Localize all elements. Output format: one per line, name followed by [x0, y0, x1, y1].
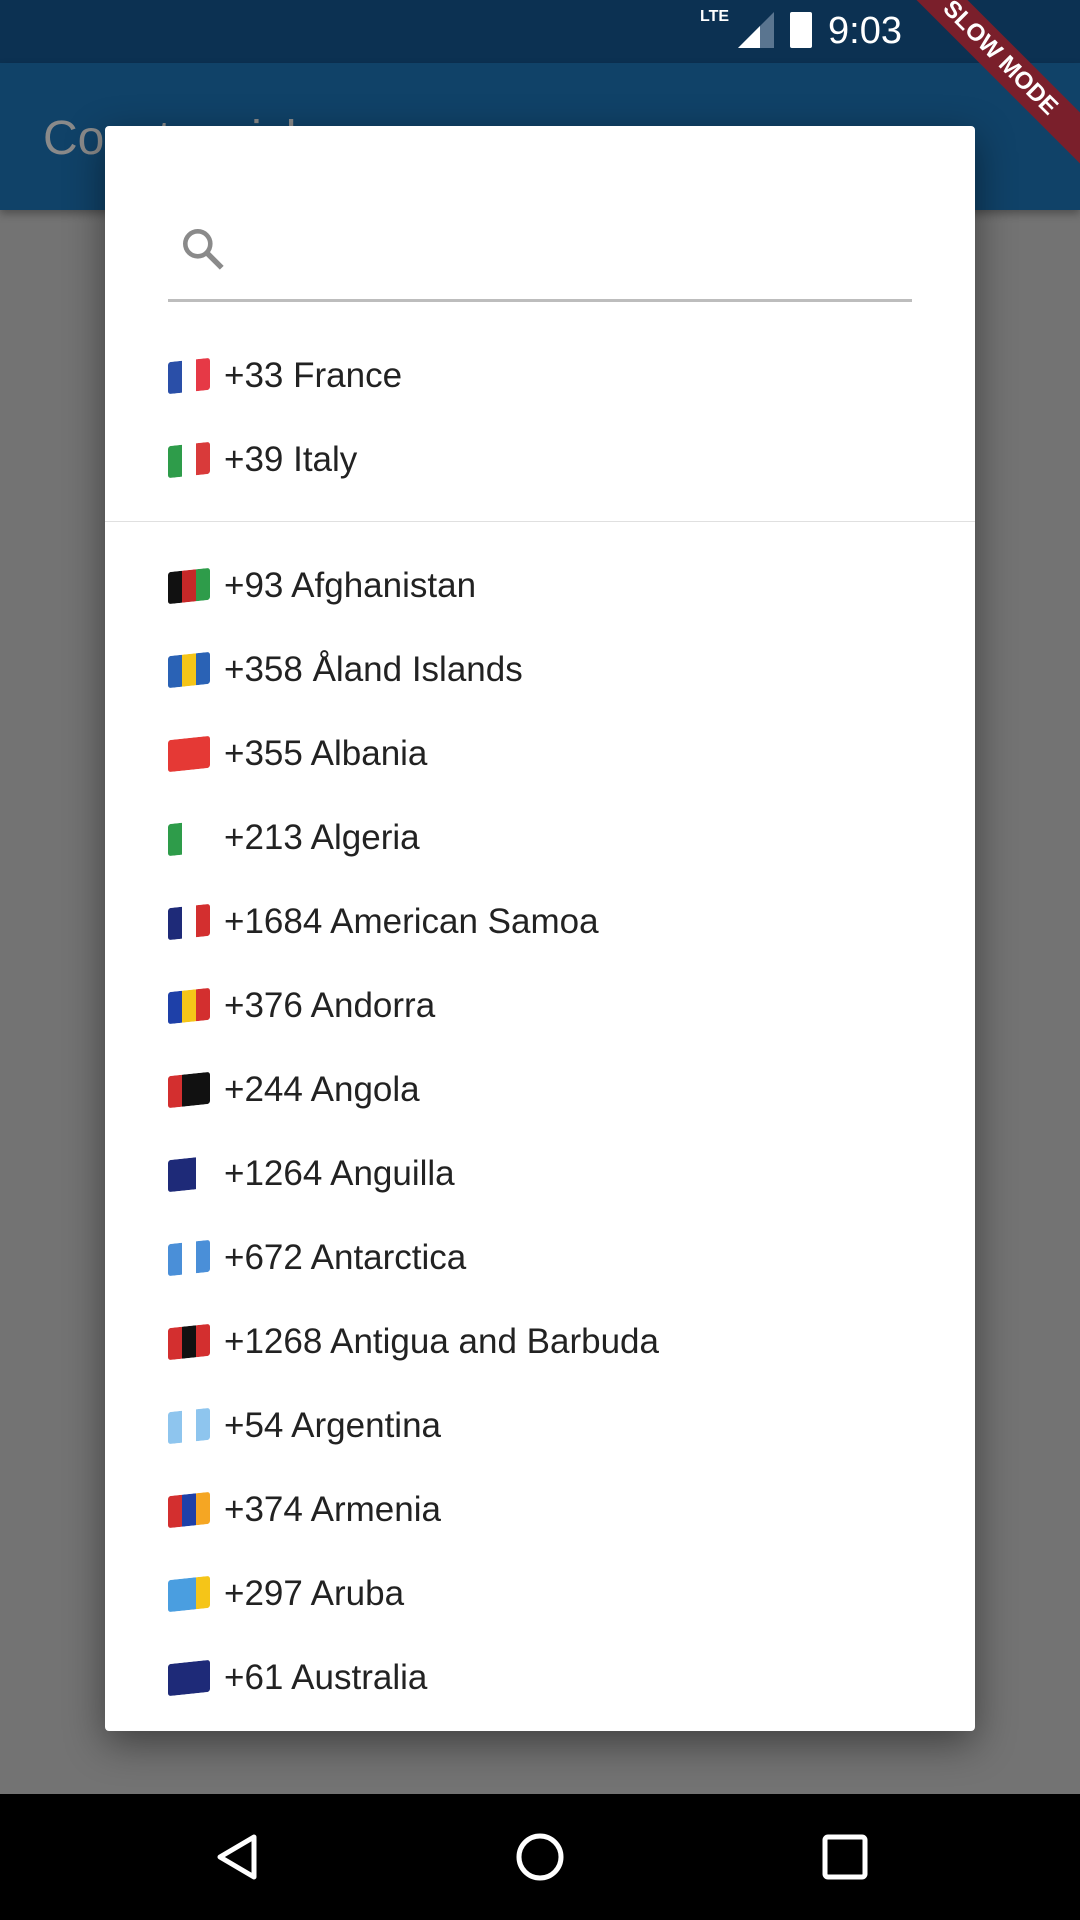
country-item[interactable]: +61 Australia — [168, 1636, 427, 1720]
flag-icon — [168, 1071, 210, 1109]
flag-icon — [168, 1323, 210, 1361]
flag-icon — [168, 1659, 210, 1697]
country-label: +358 Åland Islands — [224, 650, 523, 690]
dial-code: +213 — [224, 818, 303, 857]
country-name: Åland Islands — [312, 650, 523, 689]
flag-icon — [168, 735, 210, 773]
country-name: Angola — [310, 1070, 420, 1109]
country-item[interactable]: +213 Algeria — [168, 796, 420, 880]
country-label: +244 Angola — [224, 1070, 420, 1110]
dial-code: +33 — [224, 356, 284, 395]
flag-icon — [168, 903, 210, 941]
flag-icon — [168, 987, 210, 1025]
country-label: +1684 American Samoa — [224, 902, 599, 942]
search-input[interactable] — [248, 216, 898, 276]
country-item[interactable]: +93 Afghanistan — [168, 544, 476, 628]
country-item[interactable]: +672 Antarctica — [168, 1216, 466, 1300]
dial-code: +358 — [224, 650, 303, 689]
country-item[interactable]: +376 Andorra — [168, 964, 435, 1048]
country-label: +376 Andorra — [224, 986, 435, 1026]
country-name: Armenia — [310, 1490, 441, 1529]
clock: 9:03 — [828, 10, 902, 52]
dial-code: +376 — [224, 986, 303, 1025]
country-label: +672 Antarctica — [224, 1238, 466, 1278]
divider — [105, 521, 975, 522]
country-label: +1264 Anguilla — [224, 1154, 455, 1194]
country-item[interactable]: +358 Åland Islands — [168, 628, 523, 712]
country-name: American Samoa — [330, 902, 599, 941]
flag-icon — [168, 819, 210, 857]
country-name: Anguilla — [330, 1154, 455, 1193]
country-item[interactable]: +33 France — [168, 334, 402, 418]
flag-icon — [168, 357, 210, 395]
signal-icon — [738, 12, 774, 48]
flag-icon — [168, 1407, 210, 1445]
flag-icon — [168, 651, 210, 689]
country-name: Albania — [310, 734, 428, 773]
country-name: France — [293, 356, 403, 395]
country-item[interactable]: +1268 Antigua and Barbuda — [168, 1300, 659, 1384]
battery-icon — [790, 12, 812, 48]
country-item[interactable]: +54 Argentina — [168, 1384, 441, 1468]
network-type: LTE — [700, 8, 730, 25]
country-name: Aruba — [310, 1574, 405, 1613]
flag-icon — [168, 1491, 210, 1529]
country-name: Australia — [291, 1658, 428, 1697]
dial-code: +61 — [224, 1658, 284, 1697]
country-item[interactable]: +355 Albania — [168, 712, 427, 796]
country-picker-dialog: +33 France +39 Italy +93 Afghanistan +358 Å… — [105, 126, 975, 1731]
country-name: Andorra — [310, 986, 436, 1025]
dial-code: +39 — [224, 440, 284, 479]
dial-code: +1264 — [224, 1154, 323, 1193]
search-icon — [183, 229, 224, 270]
country-label: +54 Argentina — [224, 1406, 441, 1446]
country-name: Argentina — [291, 1406, 441, 1445]
country-label: +93 Afghanistan — [224, 566, 476, 606]
search-field[interactable] — [168, 196, 912, 302]
country-item[interactable]: +374 Armenia — [168, 1468, 441, 1552]
recents-icon[interactable] — [820, 1832, 870, 1882]
country-label: +61 Australia — [224, 1658, 427, 1698]
flag-icon — [168, 441, 210, 479]
country-item[interactable]: +39 Italy — [168, 418, 357, 502]
dial-code: +1268 — [224, 1322, 323, 1361]
status-bar: LTE 9:03 — [0, 0, 1080, 63]
country-name: Antigua and Barbuda — [330, 1322, 659, 1361]
dial-code: +244 — [224, 1070, 303, 1109]
flag-icon — [168, 1239, 210, 1277]
country-label: +355 Albania — [224, 734, 427, 774]
dial-code: +54 — [224, 1406, 284, 1445]
back-icon[interactable] — [212, 1832, 262, 1882]
dial-code: +672 — [224, 1238, 303, 1277]
dial-code: +355 — [224, 734, 303, 773]
country-item[interactable]: +1264 Anguilla — [168, 1132, 455, 1216]
dial-code: +374 — [224, 1490, 303, 1529]
country-name: Antarctica — [310, 1238, 467, 1277]
country-label: +297 Aruba — [224, 1574, 404, 1614]
home-icon[interactable] — [515, 1832, 565, 1882]
country-item[interactable]: +1684 American Samoa — [168, 880, 599, 964]
country-label: +213 Algeria — [224, 818, 420, 858]
flag-icon — [168, 1575, 210, 1613]
country-name: Afghanistan — [291, 566, 477, 605]
country-label: +39 Italy — [224, 440, 357, 480]
country-name: Italy — [293, 440, 358, 479]
country-name: Algeria — [310, 818, 420, 857]
country-label: +33 France — [224, 356, 402, 396]
country-item[interactable]: +244 Angola — [168, 1048, 420, 1132]
flag-icon — [168, 1155, 210, 1193]
country-item[interactable]: +297 Aruba — [168, 1552, 404, 1636]
country-label: +374 Armenia — [224, 1490, 441, 1530]
dial-code: +93 — [224, 566, 284, 605]
country-label: +1268 Antigua and Barbuda — [224, 1322, 659, 1362]
navigation-bar — [0, 1794, 1080, 1920]
dial-code: +297 — [224, 1574, 303, 1613]
dial-code: +1684 — [224, 902, 323, 941]
flag-icon — [168, 567, 210, 605]
